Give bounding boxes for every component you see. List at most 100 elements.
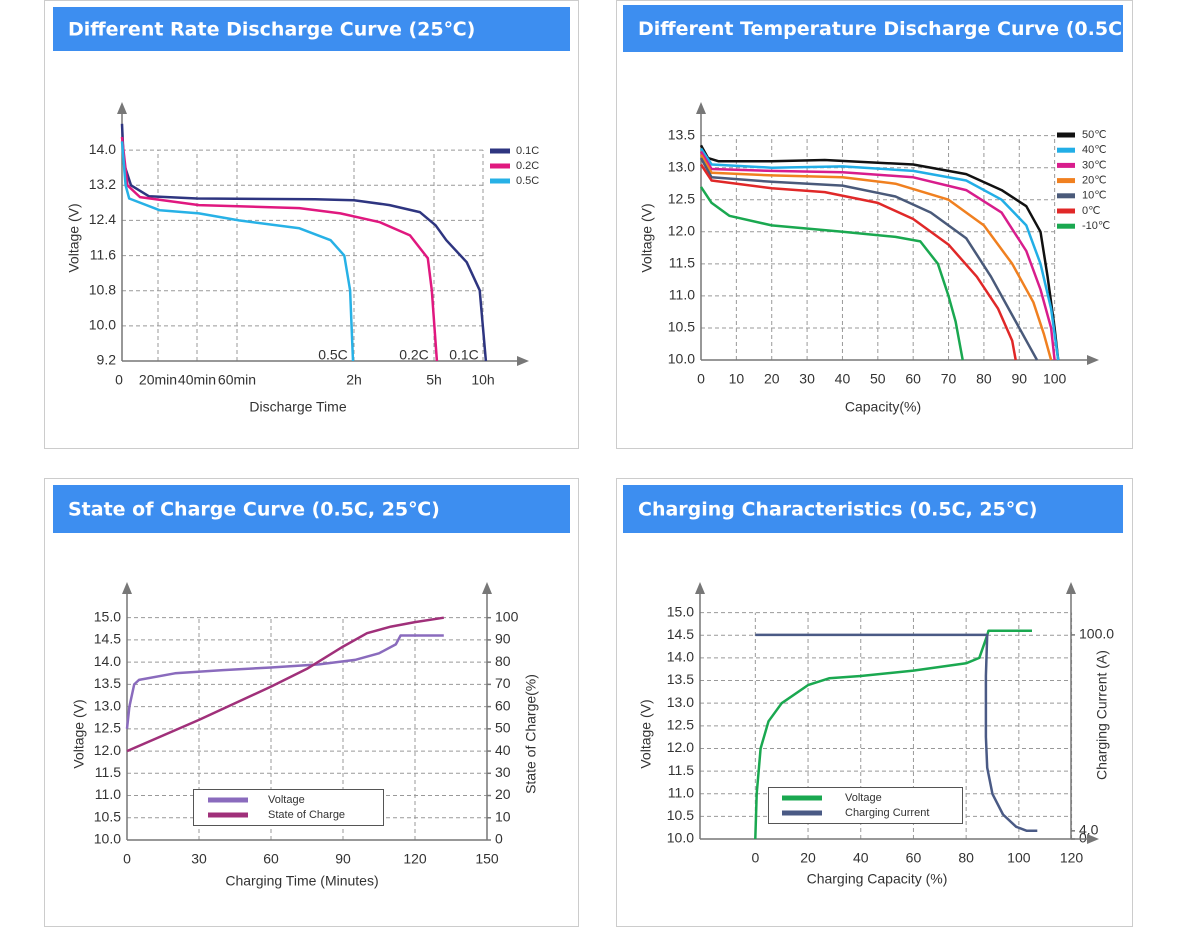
annotation: 0.5C bbox=[318, 347, 348, 363]
x-axis-label: Charging Capacity (%) bbox=[807, 871, 948, 887]
x-tick-label: 80 bbox=[958, 850, 974, 866]
x-tick-label: 0 bbox=[123, 851, 131, 867]
y2-tick-label: 40 bbox=[495, 742, 511, 758]
y2-tick-label: 4.0 bbox=[1079, 822, 1099, 838]
chart-title: Different Temperature Discharge Curve (0… bbox=[638, 18, 1131, 40]
y-tick-label: 13.5 bbox=[94, 675, 121, 691]
y-tick-label: 12.0 bbox=[668, 222, 695, 238]
y-tick-label: 10.0 bbox=[89, 317, 116, 333]
chart-title: Different Rate Discharge Curve (25℃) bbox=[68, 19, 475, 41]
x-tick-label: 120 bbox=[1060, 850, 1084, 866]
series-line bbox=[699, 186, 964, 361]
y-axis-label: Voltage (V) bbox=[71, 699, 87, 768]
x-tick-label: 40 bbox=[853, 850, 869, 866]
x-tick-label: 60min bbox=[218, 372, 256, 388]
axis-arrow bbox=[517, 356, 529, 366]
y-tick-label: 14.0 bbox=[94, 653, 121, 669]
axis-arrow bbox=[696, 102, 706, 114]
x-tick-label: 10 bbox=[729, 371, 745, 387]
series-line bbox=[699, 163, 1017, 361]
legend-label: 10℃ bbox=[1082, 190, 1107, 202]
y-tick-label: 12.0 bbox=[667, 739, 694, 755]
legend-swatch bbox=[782, 795, 822, 801]
legend-label: 0.5C bbox=[516, 175, 539, 187]
x-tick-label: 60 bbox=[905, 371, 921, 387]
legend-swatch bbox=[1057, 178, 1075, 184]
y-tick-label: 13.0 bbox=[94, 697, 121, 713]
y2-tick-label: 0 bbox=[495, 831, 503, 847]
x-axis-label: Charging Time (Minutes) bbox=[225, 873, 378, 889]
axis-arrow bbox=[482, 582, 492, 594]
series-line bbox=[120, 123, 488, 362]
axis-arrow bbox=[695, 582, 705, 594]
x-tick-label: 2h bbox=[346, 372, 362, 388]
x-tick-label: 20min bbox=[139, 372, 177, 388]
x-tick-label: 5h bbox=[426, 372, 442, 388]
x-tick-label: 100 bbox=[1007, 850, 1031, 866]
legend-swatch bbox=[490, 178, 510, 184]
x-tick-label: 50 bbox=[870, 371, 886, 387]
series-line bbox=[699, 147, 1060, 361]
y-tick-label: 12.5 bbox=[94, 720, 121, 736]
series-line bbox=[699, 151, 1056, 361]
x-tick-label: 100 bbox=[1043, 371, 1067, 387]
y2-tick-label: 90 bbox=[495, 631, 511, 647]
annotation: 0.2C bbox=[399, 347, 429, 363]
y2-axis-label: State of Charge(%) bbox=[523, 674, 539, 794]
legend-label: Voltage bbox=[845, 792, 882, 804]
axis-arrow bbox=[1066, 582, 1076, 594]
y-tick-label: 11.0 bbox=[95, 786, 121, 802]
legend-label: 50℃ bbox=[1082, 129, 1107, 141]
x-tick-label: 0 bbox=[697, 371, 705, 387]
series-line bbox=[125, 634, 444, 729]
chart-title: Charging Characteristics (0.5C, 25℃) bbox=[638, 499, 1037, 521]
series-line bbox=[120, 136, 439, 362]
y2-tick-label: 60 bbox=[495, 697, 511, 713]
chart-title: State of Charge Curve (0.5C, 25℃) bbox=[68, 499, 440, 521]
y-tick-label: 10.5 bbox=[668, 319, 695, 335]
axis-arrow bbox=[1087, 834, 1099, 844]
y-tick-label: 9.2 bbox=[97, 352, 117, 368]
legend-swatch bbox=[782, 810, 822, 816]
title-bar bbox=[623, 485, 1123, 533]
legend-label: Charging Current bbox=[845, 807, 929, 819]
x-axis-label: Capacity(%) bbox=[845, 399, 921, 415]
y2-axis-label: Charging Current (A) bbox=[1094, 650, 1110, 780]
x-tick-label: 40 bbox=[835, 371, 851, 387]
legend-swatch bbox=[208, 812, 248, 818]
y-tick-label: 14.0 bbox=[667, 649, 694, 665]
axis-arrow bbox=[122, 582, 132, 594]
series-line bbox=[120, 141, 355, 362]
y-tick-label: 11.5 bbox=[669, 255, 695, 271]
series-line bbox=[755, 633, 1038, 833]
y2-tick-label: 100.0 bbox=[1079, 626, 1114, 642]
y-tick-label: 14.0 bbox=[89, 141, 116, 157]
axis-arrow bbox=[117, 102, 127, 114]
y-tick-label: 10.5 bbox=[94, 808, 121, 824]
y2-tick-label: 80 bbox=[495, 653, 511, 669]
legend-label: State of Charge bbox=[268, 809, 345, 821]
panel bbox=[616, 0, 1133, 449]
y-axis-label: Voltage (V) bbox=[639, 203, 655, 272]
x-tick-label: 80 bbox=[976, 371, 992, 387]
series-line bbox=[126, 616, 444, 753]
x-tick-label: 60 bbox=[263, 851, 279, 867]
y-tick-label: 13.2 bbox=[89, 176, 116, 192]
y-tick-label: 10.0 bbox=[94, 831, 121, 847]
y-tick-label: 10.5 bbox=[667, 807, 694, 823]
y-tick-label: 11.5 bbox=[95, 764, 121, 780]
series-line bbox=[699, 157, 1039, 361]
annotation: 0.1C bbox=[449, 347, 479, 363]
y2-tick-label: 100 bbox=[495, 608, 519, 624]
y2-tick-label: 0 bbox=[1079, 830, 1087, 846]
y2-tick-label: 10 bbox=[495, 808, 511, 824]
legend-label: -10℃ bbox=[1082, 220, 1110, 232]
legend-swatch bbox=[1057, 223, 1075, 229]
series-line bbox=[699, 144, 1060, 361]
legend-box bbox=[193, 789, 384, 826]
legend-label: 0℃ bbox=[1082, 205, 1100, 217]
x-tick-label: 90 bbox=[335, 851, 351, 867]
y-tick-label: 12.0 bbox=[94, 742, 121, 758]
legend-box bbox=[768, 787, 963, 824]
x-tick-label: 40min bbox=[178, 372, 216, 388]
